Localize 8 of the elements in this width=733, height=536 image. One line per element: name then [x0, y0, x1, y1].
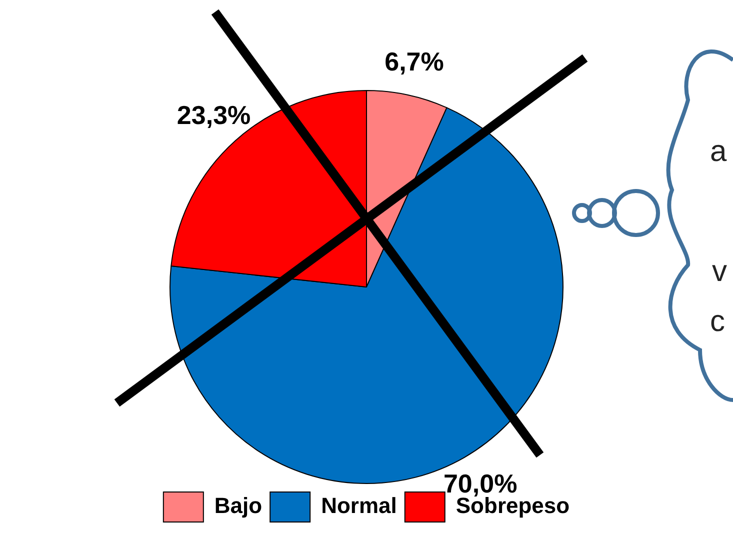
data-label: 6,7% — [384, 46, 444, 77]
data-label: 70,0% — [443, 468, 518, 498]
legend-label: Bajo — [214, 493, 262, 518]
text: c — [710, 305, 725, 339]
data-label: 23,3% — [176, 100, 251, 130]
text: v — [712, 255, 727, 289]
legend-label: Normal — [321, 493, 397, 518]
text: a — [710, 135, 727, 169]
